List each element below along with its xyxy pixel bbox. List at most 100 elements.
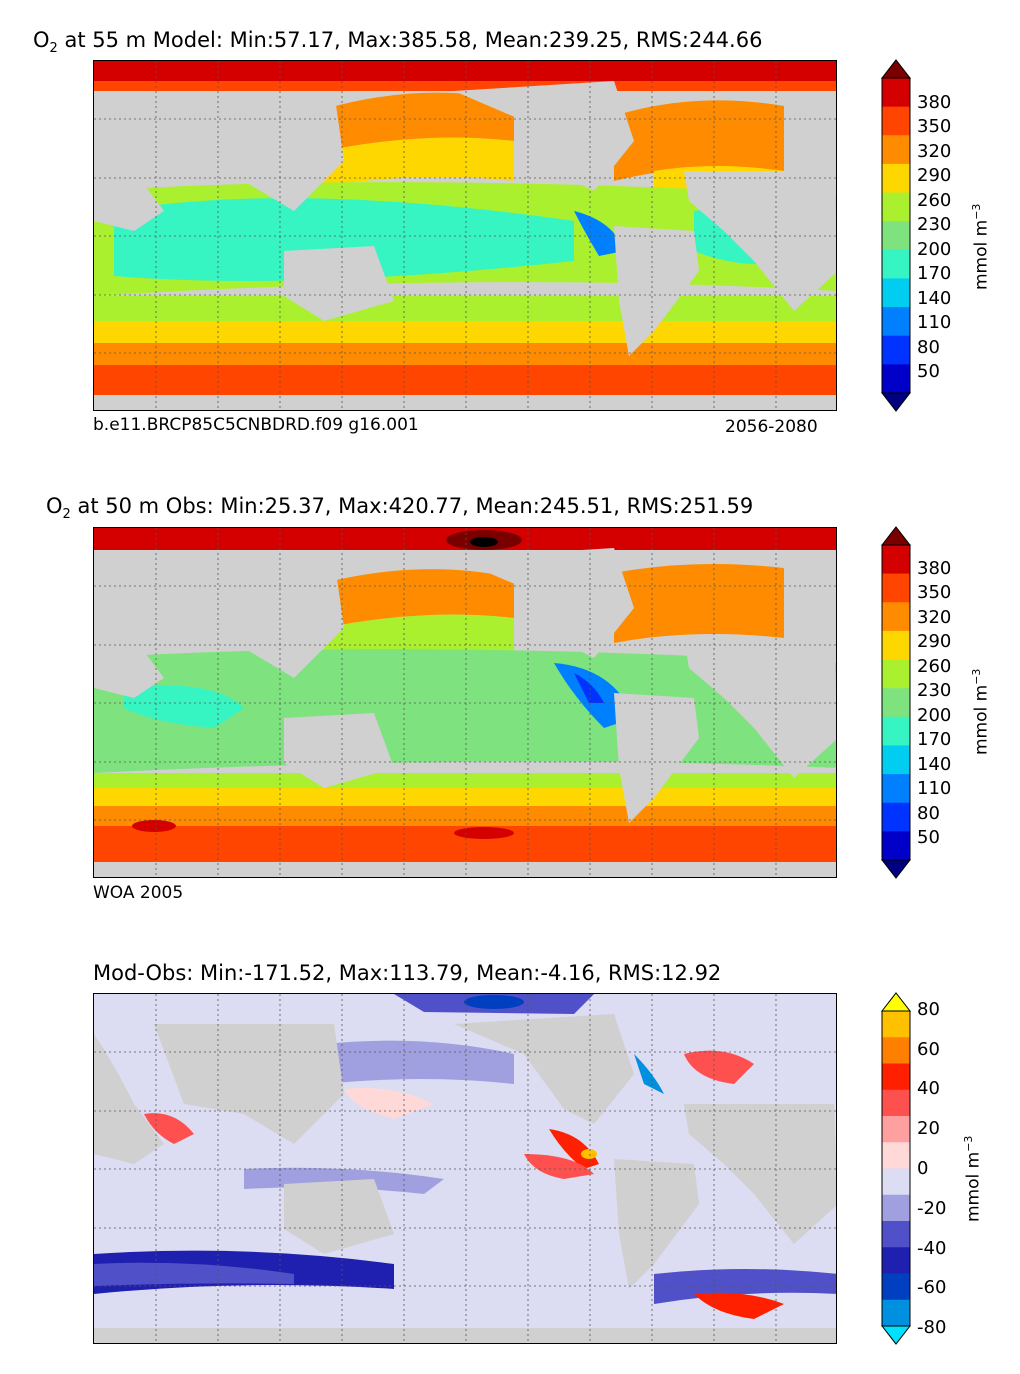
panel1-cb-tick-1: 350 (917, 116, 952, 137)
panel1-cb-tick-11: 50 (917, 361, 940, 382)
panel1-unit-exp: −3 (970, 203, 983, 220)
land-africa (94, 1034, 164, 1164)
panel1-cb-tick-5: 230 (917, 214, 952, 235)
colorbar-level-5 (882, 192, 910, 222)
panel1-species-sub: 2 (49, 41, 58, 57)
north-pacific-orange (324, 92, 514, 151)
colorbar-level-2 (882, 573, 910, 603)
panel1-cb-tick-0: 380 (917, 92, 952, 113)
panel3-cb-tick-8: -80 (917, 1317, 947, 1338)
arctic-band (94, 61, 836, 81)
panel3-cb-tick-4: 0 (917, 1158, 929, 1179)
panel3-cb-tick-3: 20 (917, 1118, 940, 1139)
panel3-map (93, 993, 837, 1344)
panel1-title-text: at 55 m Model: Min:57.17, Max:385.58, Me… (57, 28, 763, 52)
panel3-title-text: Mod-Obs: Min:-171.52, Max:113.79, Mean:-… (93, 961, 722, 985)
panel3-cb-tick-5: -20 (917, 1198, 947, 1219)
panel3-title: Mod-Obs: Min:-171.52, Max:113.79, Mean:-… (93, 961, 721, 985)
panel2-unit-exp: −3 (970, 668, 983, 685)
land-north-america (454, 81, 634, 191)
panel2-map-svg (94, 528, 836, 877)
land-south-america (614, 226, 699, 356)
panel1-map (93, 60, 837, 411)
zone-south-green (94, 296, 836, 321)
colorbar-level-5 (882, 659, 910, 689)
antarctica (94, 862, 836, 877)
panel1-caption-left: b.e11.BRCP85C5CNBDRD.f09 g16.001 (93, 415, 419, 435)
panel3-colorbar-svg (880, 992, 912, 1345)
zone-southern-ocean (94, 365, 836, 395)
indian-teal (124, 685, 244, 728)
land-africa-europe (684, 638, 836, 778)
colorbar-level-10 (882, 802, 910, 832)
colorbar-level-1 (882, 1011, 910, 1038)
land-south-america (614, 693, 699, 823)
east-pacific-positive (549, 1129, 599, 1169)
colorbar-level-11 (882, 831, 910, 861)
colorbar-level-4 (882, 630, 910, 661)
colorbar-level-8 (882, 745, 910, 775)
land-north-america (454, 1014, 634, 1124)
panel1-unit-text: mmol m (971, 219, 992, 290)
colorbar-level-9 (882, 307, 910, 337)
colorbar-level-7 (882, 249, 910, 279)
graticule (94, 994, 836, 1343)
land-australia (284, 246, 394, 321)
panel2-cb-tick-2: 320 (917, 607, 952, 628)
colorbar-extend-max (880, 59, 912, 79)
panel2-cb-tick-4: 260 (917, 656, 952, 677)
north-atlantic-orange (614, 564, 784, 643)
colorbar-level-6 (882, 688, 910, 718)
east-pacific-omz (574, 211, 624, 256)
panel3-cb-tick-0: 80 (917, 999, 940, 1020)
panel2-title: O2 at 50 m Obs: Min:25.37, Max:420.77, M… (46, 494, 753, 522)
colorbar-level-6 (882, 221, 910, 251)
north-pacific-yellow (324, 137, 514, 186)
panel1-colorbar-unit: mmol m−3 (970, 204, 992, 290)
panel3-colorbar (880, 992, 912, 1345)
north-pacific-orange (324, 569, 514, 628)
colorbar-extend-min (880, 1325, 912, 1345)
land-eurasia (154, 558, 344, 678)
panel2-map (93, 527, 837, 878)
colorbar-extend-max (880, 526, 912, 546)
colorbar-level-9 (882, 774, 910, 804)
colorbar-level-4 (882, 1089, 910, 1117)
arctic-max-core (470, 537, 498, 547)
colorbar-level-4 (882, 163, 910, 194)
arabian-positive (144, 1113, 194, 1144)
panel3-cb-tick-7: -60 (917, 1277, 947, 1298)
panel1-cb-tick-3: 290 (917, 165, 952, 186)
indo-pacific-teal (114, 198, 574, 281)
zone-south-orange (94, 343, 836, 365)
north-pacific-green (324, 614, 514, 658)
panel1-cb-tick-4: 260 (917, 190, 952, 211)
panel1-caption-right: 2056-2080 (725, 417, 818, 437)
panel2-colorbar-unit: mmol m−3 (970, 669, 992, 755)
panel1-cb-tick-2: 320 (917, 141, 952, 162)
panel3-map-svg (94, 994, 836, 1343)
panel2-unit-text: mmol m (971, 684, 992, 755)
colorbar-level-9 (882, 1221, 910, 1248)
so-patch-2 (454, 827, 514, 839)
southern-negative-inner (94, 1262, 294, 1286)
panel1-title: O2 at 55 m Model: Min:57.17, Max:385.58,… (33, 28, 762, 56)
colorbar-level-10 (882, 1247, 910, 1274)
colorbar-level-1 (882, 78, 910, 108)
zone-south-yellow (94, 321, 836, 343)
colorbar-level-1 (882, 545, 910, 575)
panel3-unit-exp: −3 (962, 1135, 975, 1152)
graticule (94, 61, 836, 410)
labrador-negative (634, 1054, 664, 1094)
arctic-strong-negative (464, 995, 524, 1009)
zone-south-orange (94, 806, 836, 826)
so-patch-1 (132, 820, 176, 832)
panel1-cb-tick-9: 110 (917, 312, 952, 333)
colorbar-level-12 (882, 1299, 910, 1327)
panel2-colorbar-svg (880, 526, 912, 879)
panel2-cb-tick-8: 140 (917, 754, 952, 775)
colorbar-level-3 (882, 602, 910, 632)
panel2-cb-tick-6: 200 (917, 705, 952, 726)
panel2-species-sub: 2 (62, 507, 71, 523)
north-atlantic-orange (614, 100, 784, 181)
